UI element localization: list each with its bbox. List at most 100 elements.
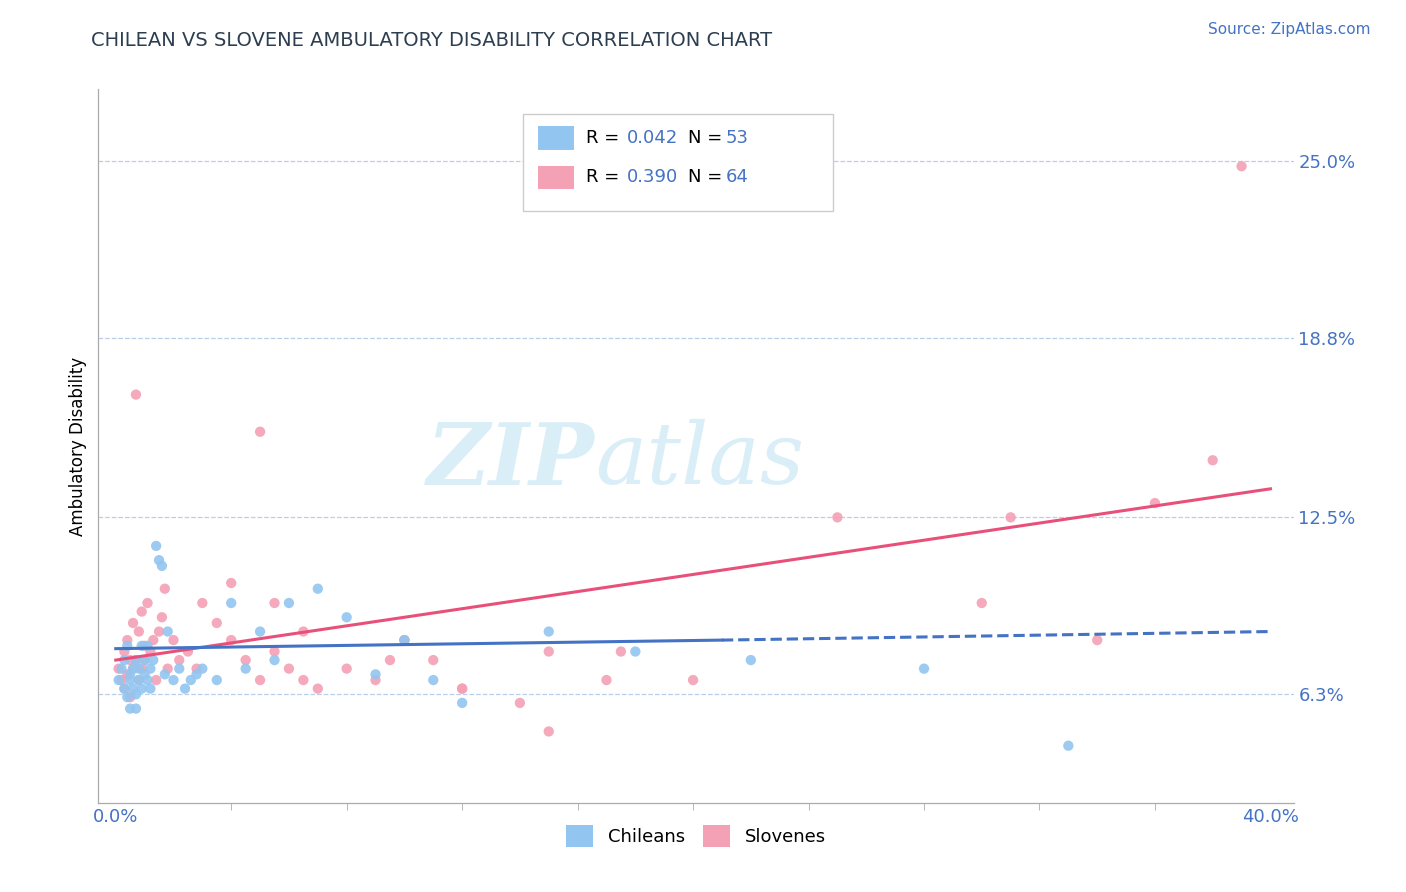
Point <box>394 633 416 648</box>
Text: 53: 53 <box>725 128 749 146</box>
Point <box>131 605 153 619</box>
Point <box>162 673 184 687</box>
Point <box>219 576 242 591</box>
Point <box>131 662 153 676</box>
Point <box>682 673 704 687</box>
Point <box>131 639 153 653</box>
Point <box>120 673 142 687</box>
Point <box>117 639 139 653</box>
Point <box>117 667 139 681</box>
Point <box>112 644 135 658</box>
Point <box>364 667 387 681</box>
Point <box>122 662 145 676</box>
Point <box>148 624 170 639</box>
Point <box>120 690 142 705</box>
FancyBboxPatch shape <box>538 166 574 189</box>
Point <box>912 662 935 676</box>
Point <box>249 624 271 639</box>
Point <box>1057 739 1080 753</box>
Point <box>142 653 165 667</box>
Point <box>509 696 531 710</box>
Point <box>125 387 148 401</box>
Point <box>122 681 145 696</box>
Point <box>740 653 762 667</box>
Point <box>145 673 167 687</box>
Point <box>174 681 197 696</box>
Text: atlas: atlas <box>596 419 804 501</box>
Point <box>191 662 214 676</box>
Text: R =: R = <box>586 168 626 186</box>
Point <box>1085 633 1108 648</box>
Point <box>624 644 647 658</box>
Point <box>112 681 135 696</box>
Point <box>131 681 153 696</box>
Text: ZIP: ZIP <box>426 418 595 502</box>
Y-axis label: Ambulatory Disability: Ambulatory Disability <box>69 357 87 535</box>
Point <box>186 662 208 676</box>
Point <box>235 662 257 676</box>
Point <box>167 662 190 676</box>
Point <box>180 673 202 687</box>
Point <box>235 653 257 667</box>
Point <box>128 624 150 639</box>
Point <box>205 673 228 687</box>
Point <box>136 596 159 610</box>
Point <box>219 596 242 610</box>
Point <box>394 633 416 648</box>
Point <box>292 673 315 687</box>
Point <box>336 610 359 624</box>
Point <box>139 681 162 696</box>
Point <box>292 624 315 639</box>
Point <box>307 681 329 696</box>
Point <box>128 662 150 676</box>
Point <box>1202 453 1225 467</box>
Point <box>451 681 474 696</box>
Point <box>394 633 416 648</box>
Point <box>142 633 165 648</box>
Point <box>139 644 162 658</box>
FancyBboxPatch shape <box>538 127 574 150</box>
Point <box>1143 496 1166 510</box>
Point <box>150 610 173 624</box>
Point <box>120 653 142 667</box>
Point <box>167 653 190 667</box>
Point <box>249 673 271 687</box>
Text: N =: N = <box>688 128 727 146</box>
Text: 0.042: 0.042 <box>627 128 678 146</box>
Point <box>263 644 285 658</box>
Point <box>219 633 242 648</box>
Point <box>186 667 208 681</box>
Point <box>364 673 387 687</box>
Point <box>120 667 142 681</box>
Point <box>249 425 271 439</box>
Point <box>128 673 150 687</box>
Point <box>595 673 617 687</box>
Point <box>970 596 993 610</box>
Point <box>134 667 156 681</box>
Point <box>145 539 167 553</box>
Point <box>422 653 444 667</box>
Point <box>263 596 285 610</box>
Point <box>263 653 285 667</box>
Point <box>177 644 200 658</box>
Point <box>278 596 301 610</box>
Point <box>110 662 132 676</box>
Text: 64: 64 <box>725 168 749 186</box>
Point <box>122 662 145 676</box>
Point <box>134 653 156 667</box>
Point <box>307 582 329 596</box>
Point <box>378 653 401 667</box>
Point <box>156 624 179 639</box>
Point <box>827 510 849 524</box>
Point <box>117 633 139 648</box>
Point <box>122 615 145 630</box>
Point <box>451 696 474 710</box>
Point <box>610 644 633 658</box>
Legend: Chileans, Slovenes: Chileans, Slovenes <box>560 818 832 855</box>
Point <box>148 553 170 567</box>
Point <box>107 662 129 676</box>
Point <box>125 687 148 701</box>
Point <box>422 673 444 687</box>
Point <box>128 673 150 687</box>
Point <box>153 582 176 596</box>
